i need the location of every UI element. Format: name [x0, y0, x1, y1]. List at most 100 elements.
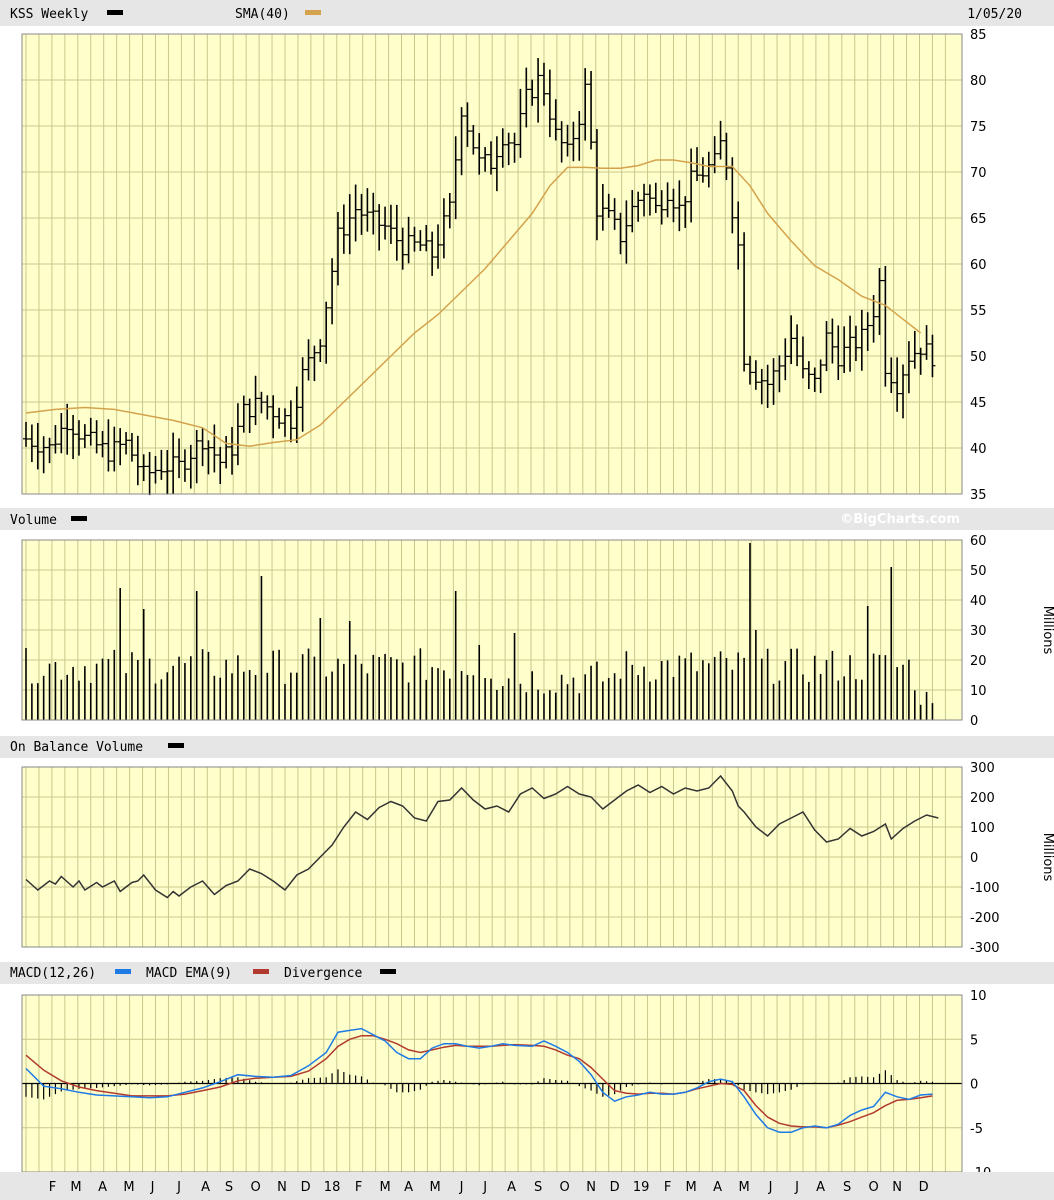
y-tick-label: 20: [970, 654, 987, 669]
obv-panel: -300 -200 -100 0 100 200 300 Millions: [21, 761, 1054, 956]
macd-ema-line: [25, 1034, 933, 1129]
x-tick-label: D: [610, 1180, 620, 1195]
y-tick-label: 60: [970, 534, 987, 549]
y-tick-label: 60: [970, 258, 987, 273]
y-tick-label: -100: [970, 881, 1000, 896]
volume-bars: [25, 543, 934, 720]
divergence-series-label: Divergence: [284, 966, 362, 981]
volume-legend-swatch: [71, 516, 87, 521]
x-tick-label: J: [482, 1180, 487, 1195]
x-tick-label: A: [201, 1180, 210, 1195]
obv-series-label: On Balance Volume: [10, 740, 143, 755]
x-tick-label: O: [559, 1180, 569, 1195]
x-tick-label: F: [49, 1180, 56, 1195]
y-tick-label: 10: [970, 989, 987, 1004]
x-tick-label: N: [892, 1180, 902, 1195]
obv-legend-swatch: [168, 743, 184, 748]
obv-header-bar: [0, 736, 1054, 758]
obv-plot-frame: [21, 766, 963, 948]
y-tick-label: 75: [970, 120, 987, 135]
x-tick-label: A: [98, 1180, 107, 1195]
volume-y-axis: 0 10 20 30 40 50 60: [970, 534, 987, 729]
volume-panel: 0 10 20 30 40 50 60 Millions: [21, 534, 1054, 729]
x-tick-label: S: [534, 1180, 542, 1195]
volume-y-axis-title: Millions: [1040, 606, 1054, 655]
price-grid: [22, 33, 962, 495]
y-tick-label: 300: [970, 761, 995, 776]
y-tick-label: 200: [970, 791, 995, 806]
y-tick-label: 5: [970, 1033, 978, 1048]
x-tick-label: A: [713, 1180, 722, 1195]
x-tick-label: A: [507, 1180, 516, 1195]
price-plot-frame: [21, 33, 963, 495]
macd-ema-series-label: MACD EMA(9): [146, 966, 232, 981]
price-series-label: KSS Weekly: [10, 7, 88, 22]
y-tick-label: 30: [970, 624, 987, 639]
price-bars: [23, 58, 936, 496]
macd-legend-swatch: [115, 969, 131, 974]
price-panel: 35 40 45 50 55 60 65 70 75 80 85: [21, 28, 987, 503]
x-tick-label: S: [843, 1180, 851, 1195]
x-tick-label: J: [794, 1180, 799, 1195]
y-tick-label: -200: [970, 911, 1000, 926]
price-legend-swatch: [107, 10, 123, 15]
y-tick-label: 85: [970, 28, 987, 43]
sma-line: [25, 159, 922, 447]
x-tick-label: J: [150, 1180, 155, 1195]
sma-series-label: SMA(40): [235, 7, 290, 22]
sma-legend-swatch: [305, 10, 321, 15]
y-tick-label: 45: [970, 396, 987, 411]
x-tick-label: M: [738, 1180, 749, 1195]
x-tick-label: F: [664, 1180, 671, 1195]
x-tick-label: O: [868, 1180, 878, 1195]
x-tick-label: J: [768, 1180, 773, 1195]
y-tick-label: 50: [970, 350, 987, 365]
macd-line: [25, 1027, 933, 1133]
x-axis: F M A M J J A S O N D 18 F M A M J J A S O N D 19 F M A M J J A S O N D: [49, 1180, 929, 1195]
watermark: ©BigCharts.com: [840, 512, 960, 527]
x-tick-label: M: [123, 1180, 134, 1195]
x-tick-label: D: [301, 1180, 311, 1195]
y-tick-label: 0: [970, 714, 978, 729]
macd-header-bar: [0, 962, 1054, 984]
y-tick-label: 0: [970, 1078, 978, 1093]
y-tick-label: -5: [970, 1122, 983, 1137]
y-tick-label: 35: [970, 488, 987, 503]
y-tick-label: 70: [970, 166, 987, 181]
y-tick-label: 40: [970, 442, 987, 457]
macd-series-label: MACD(12,26): [10, 966, 96, 981]
x-tick-label: O: [250, 1180, 260, 1195]
y-tick-label: 50: [970, 564, 987, 579]
x-tick-label: M: [429, 1180, 440, 1195]
x-tick-label: M: [70, 1180, 81, 1195]
x-tick-label: 18: [324, 1180, 341, 1195]
obv-y-axis: -300 -200 -100 0 100 200 300: [970, 761, 1000, 956]
x-axis-bar: [0, 1172, 1054, 1200]
x-tick-label: M: [686, 1180, 697, 1195]
x-tick-label: M: [379, 1180, 390, 1195]
y-tick-label: 40: [970, 594, 987, 609]
y-tick-label: -300: [970, 941, 1000, 956]
x-tick-label: N: [586, 1180, 596, 1195]
y-tick-label: 80: [970, 74, 987, 89]
volume-header-bar: [0, 508, 1054, 530]
x-tick-label: J: [176, 1180, 181, 1195]
macd-ema-legend-swatch: [253, 969, 269, 974]
x-tick-label: A: [404, 1180, 413, 1195]
volume-plot-frame: [21, 539, 963, 721]
y-tick-label: 0: [970, 851, 978, 866]
x-tick-label: 19: [633, 1180, 650, 1195]
x-tick-label: F: [355, 1180, 362, 1195]
y-tick-label: 55: [970, 304, 987, 319]
divergence-legend-swatch: [380, 969, 396, 974]
x-tick-label: S: [225, 1180, 233, 1195]
obv-y-axis-title: Millions: [1040, 833, 1054, 882]
price-header-bar: [0, 0, 1054, 26]
obv-line: [25, 774, 939, 899]
x-tick-label: D: [919, 1180, 929, 1195]
chart-date: 1/05/20: [967, 7, 1022, 22]
y-tick-label: 100: [970, 821, 995, 836]
